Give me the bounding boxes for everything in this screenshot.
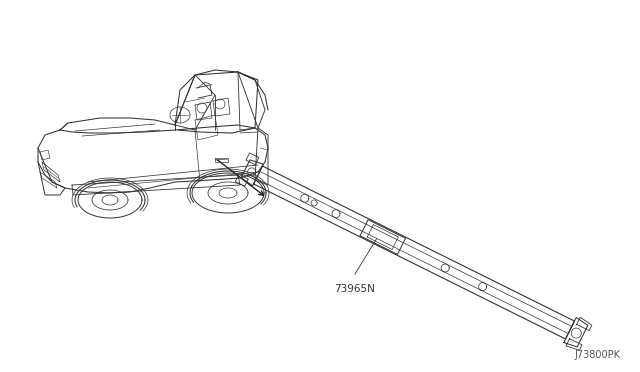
Text: J73800PK: J73800PK	[574, 350, 620, 360]
Text: 73965N: 73965N	[335, 284, 376, 294]
